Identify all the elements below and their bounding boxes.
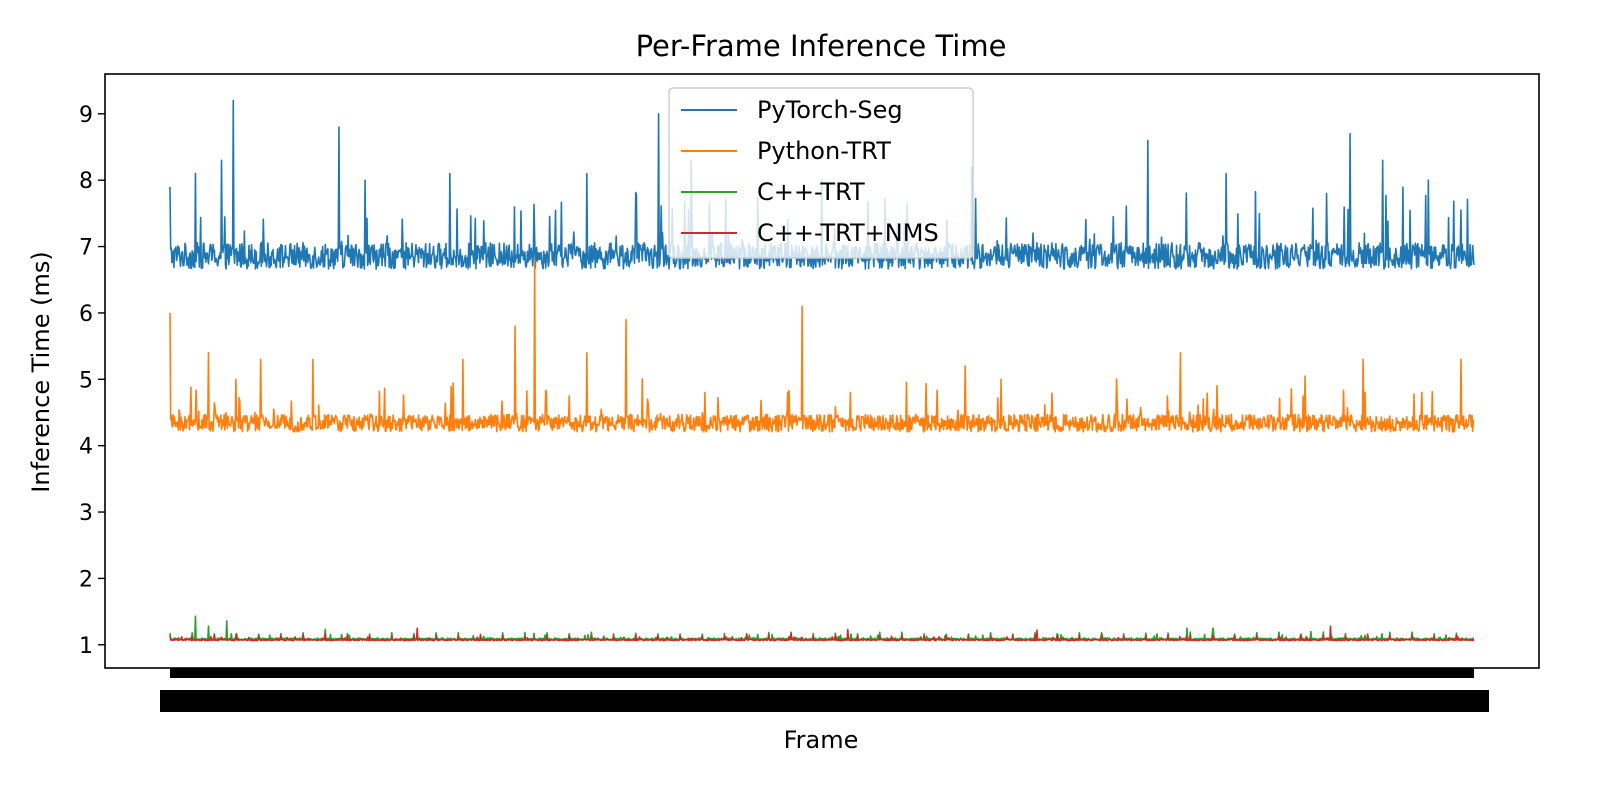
y-tick-label: 1 [79,634,93,659]
x-axis-label: Frame [784,726,859,754]
legend: PyTorch-Seg Python-TRT C++-TRT C++-TRT+NMS [668,87,974,259]
chart-title: Per-Frame Inference Time [636,29,1007,63]
legend-box [668,87,974,259]
x-tick-labels-overlapping [160,690,1489,712]
series-line-python-trt [169,259,1475,433]
legend-label: C++-TRT [757,178,865,206]
x-tick-marks [170,668,1474,678]
y-tick-label: 9 [79,103,93,128]
y-tick-label: 3 [79,501,93,526]
y-axis-label: Inference Time (ms) [27,251,55,492]
y-tick-label: 7 [79,236,93,261]
legend-label: PyTorch-Seg [757,96,903,124]
y-tick-label: 4 [79,435,93,460]
y-tick-label: 6 [79,302,93,327]
legend-label: C++-TRT+NMS [757,219,939,247]
legend-label: Python-TRT [757,137,891,165]
y-tick-label: 2 [79,567,93,592]
series-line-c-trt-nms [169,625,1475,642]
y-tick-label: 8 [79,169,93,194]
y-tick-label: 5 [79,368,93,393]
y-axis-ticks: 1 2 3 4 5 6 7 8 9 [79,103,105,659]
x-axis-ticks [160,668,1489,712]
